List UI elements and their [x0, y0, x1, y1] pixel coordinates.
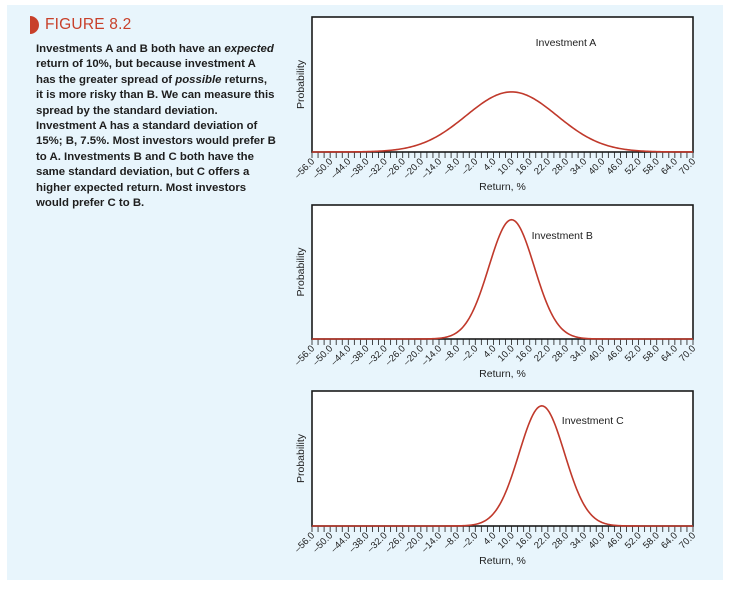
- x-tick-label: –14.0: [420, 343, 445, 368]
- x-tick-label: 64.0: [659, 530, 680, 551]
- figure-caption: FIGURE 8.2 Investments A and B both have…: [30, 14, 276, 211]
- x-tick-label: 46.0: [605, 156, 626, 177]
- x-tick-label: –2.0: [460, 343, 481, 364]
- x-axis-label: Return, %: [479, 555, 526, 567]
- distribution-curve: [312, 91, 693, 153]
- x-tick-labels: –56.0–50.0–44.0–38.0–32.0–26.0–20.0–14.0…: [293, 343, 699, 368]
- x-tick-label: 52.0: [623, 530, 644, 551]
- x-tick-label: 28.0: [550, 530, 571, 551]
- x-tick-label: 58.0: [641, 156, 662, 177]
- x-tick-label: 40.0: [587, 530, 608, 551]
- x-tick-label: 22.0: [532, 530, 553, 551]
- x-tick-labels: –56.0–50.0–44.0–38.0–32.0–26.0–20.0–14.0…: [293, 156, 699, 181]
- x-tick-label: 46.0: [605, 343, 626, 364]
- x-tick-label: 40.0: [587, 156, 608, 177]
- figure-description: Investments A and B both have an expecte…: [36, 42, 276, 211]
- x-axis-label: Return, %: [479, 368, 526, 380]
- half-circle-marker-icon: [30, 16, 39, 34]
- x-tick-label: 34.0: [568, 343, 589, 364]
- x-tick-label: –2.0: [460, 530, 481, 551]
- x-tick-label: –8.0: [441, 343, 462, 364]
- caption-fragment: expected: [224, 43, 274, 55]
- x-tick-label: –14.0: [420, 156, 445, 181]
- x-tick-label: 10.0: [496, 156, 517, 177]
- caption-fragment: Investments A and B both have an: [36, 43, 225, 55]
- x-tick-label: 40.0: [587, 343, 608, 364]
- x-axis-ticks: [311, 526, 694, 532]
- x-tick-label: 16.0: [514, 156, 535, 177]
- x-tick-label: 16.0: [514, 343, 535, 364]
- x-tick-label: 52.0: [623, 343, 644, 364]
- x-tick-label: 10.0: [496, 343, 517, 364]
- y-axis-label: Probability: [295, 247, 307, 297]
- x-tick-label: 52.0: [623, 156, 644, 177]
- x-tick-label: 70.0: [677, 156, 698, 177]
- x-tick-label: –8.0: [441, 530, 462, 551]
- figure-title: FIGURE 8.2: [45, 16, 132, 33]
- x-tick-label: –8.0: [441, 156, 462, 177]
- x-axis-label: Return, %: [479, 181, 526, 193]
- caption-fragment: return of 10%, but because investment A …: [36, 58, 256, 86]
- x-tick-label: 58.0: [641, 343, 662, 364]
- x-tick-label: 34.0: [568, 530, 589, 551]
- chart-investment-c: Investment C –56.0–50.0–44.0–38.0–32.0–26…: [293, 390, 699, 567]
- chart-investment-b: Investment B –56.0–50.0–44.0–38.0–32.0–26…: [293, 204, 699, 380]
- x-tick-label: 58.0: [641, 530, 662, 551]
- x-tick-label: –2.0: [460, 156, 481, 177]
- x-tick-label: 10.0: [496, 530, 517, 551]
- chart-investment-a: Investment A –56.0–50.0–44.0–38.0–32.0–26…: [293, 16, 699, 193]
- x-tick-label: 64.0: [659, 156, 680, 177]
- caption-fragment: possible: [175, 73, 222, 86]
- x-tick-label: 34.0: [568, 156, 589, 177]
- x-tick-label: 70.0: [677, 530, 698, 551]
- x-tick-label: 16.0: [514, 530, 535, 551]
- x-tick-labels: –56.0–50.0–44.0–38.0–32.0–26.0–20.0–14.0…: [293, 530, 699, 555]
- figure-title-row: FIGURE 8.2: [30, 14, 276, 36]
- series-label: Investment A: [536, 37, 597, 49]
- x-axis-ticks: [311, 152, 694, 158]
- x-tick-label: –14.0: [420, 530, 445, 555]
- x-tick-label: 28.0: [550, 343, 571, 364]
- plot-area: [311, 204, 694, 340]
- x-tick-label: 22.0: [532, 343, 553, 364]
- distribution-curve: [312, 218, 693, 340]
- series-label: Investment B: [532, 230, 593, 242]
- plot-area: [311, 390, 694, 527]
- x-axis-ticks: [311, 339, 694, 345]
- y-axis-label: Probability: [295, 433, 307, 483]
- x-tick-label: 70.0: [677, 343, 698, 364]
- plot-area: [311, 16, 694, 153]
- series-label: Investment C: [562, 415, 624, 427]
- y-axis-label: Probability: [295, 59, 307, 109]
- x-tick-label: 46.0: [605, 530, 626, 551]
- x-tick-label: 64.0: [659, 343, 680, 364]
- distribution-curve: [312, 405, 693, 527]
- x-tick-label: 28.0: [550, 156, 571, 177]
- caption-fragment: returns, it is more risky than B. We can…: [36, 73, 276, 210]
- x-tick-label: 22.0: [532, 156, 553, 177]
